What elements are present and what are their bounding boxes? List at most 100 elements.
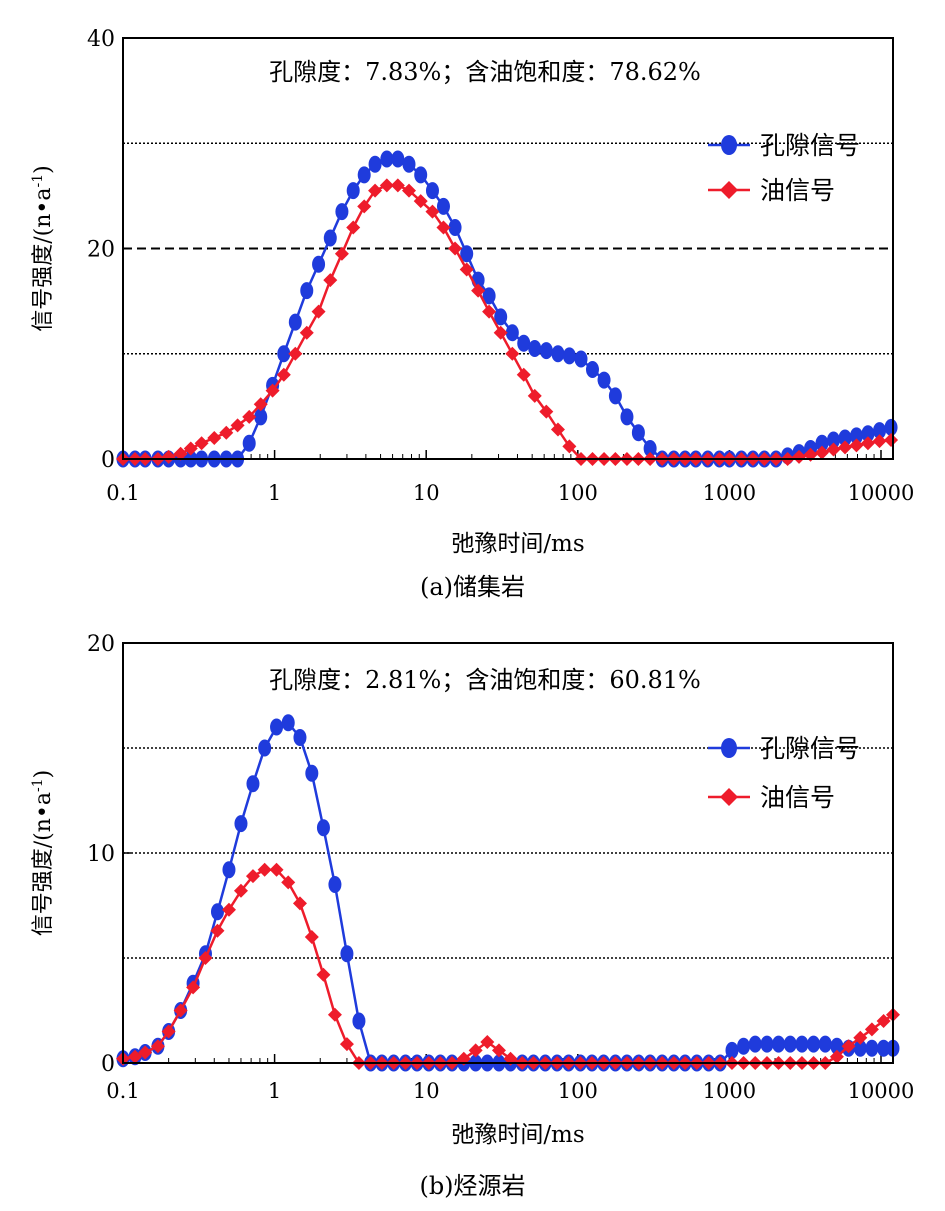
data-point-circle: [853, 1039, 867, 1057]
data-point-circle: [293, 729, 307, 746]
data-point-circle: [574, 350, 588, 368]
data-point-diamond: [186, 980, 201, 995]
data-point-circle: [517, 334, 531, 352]
data-point-diamond: [304, 930, 319, 944]
x-tick-label: 100: [558, 481, 598, 505]
y-axis-label-end: ): [31, 165, 56, 174]
series-line-1: [123, 184, 892, 461]
data-point-circle: [254, 408, 268, 426]
legend-label: 孔隙信号: [760, 131, 860, 160]
y-axis-label-end: ): [31, 770, 56, 779]
data-point-circle: [288, 313, 302, 331]
y-tick-label: 20: [87, 238, 115, 263]
data-point-circle: [305, 764, 319, 782]
data-point-diamond: [884, 433, 899, 448]
data-point-diamond: [276, 367, 291, 382]
y-axis-label-main: 信号强度/(n•a: [31, 187, 56, 331]
data-point-circle: [873, 422, 887, 440]
legend-label: 油信号: [760, 783, 835, 812]
data-point-circle: [597, 371, 611, 389]
data-point-diamond: [299, 325, 314, 340]
x-axis-label: 弛豫时间/ms: [451, 1122, 584, 1148]
data-point-circle: [323, 229, 337, 247]
data-point-circle: [620, 408, 634, 426]
data-point-diamond: [471, 283, 486, 298]
data-point-diamond: [253, 397, 268, 412]
data-point-diamond: [413, 194, 428, 209]
data-point-circle: [482, 287, 496, 305]
data-point-diamond: [161, 1024, 176, 1039]
data-point-circle: [448, 218, 462, 236]
data-point-diamond: [436, 220, 451, 235]
data-point-circle: [460, 245, 474, 263]
legend-item-1: 油信号: [708, 176, 835, 205]
data-point-diamond: [265, 383, 280, 398]
x-tick-label: 100: [558, 1079, 598, 1103]
chart-annotation: 孔隙度：2.81%；含油饱和度：60.81%: [269, 666, 701, 694]
data-point-diamond: [311, 304, 326, 319]
data-point-circle: [402, 155, 416, 173]
data-point-diamond: [327, 1007, 342, 1022]
data-point-diamond: [207, 430, 222, 445]
y-tick-label: 10: [87, 842, 115, 867]
legend-item-1: 油信号: [708, 783, 835, 812]
x-tick-label: 10: [413, 481, 440, 505]
chart-b-source-rock: 0 10 20 0.1 1 10 100 1000 10000 孔隙度：2.81%；含油饱和度：6…: [30, 632, 914, 1148]
x-tick-label: 10000: [848, 481, 915, 505]
data-point-diamond: [357, 199, 372, 214]
data-point-circle: [849, 427, 863, 445]
data-point-circle: [335, 203, 349, 221]
data-point-diamond: [491, 1043, 506, 1058]
data-point-diamond: [334, 246, 349, 261]
data-point-circle: [270, 718, 284, 736]
data-point-diamond: [221, 902, 236, 917]
data-point-circle: [505, 324, 519, 342]
data-point-circle: [436, 197, 450, 215]
data-point-circle: [357, 166, 371, 184]
y-axis-label-sup: -1: [30, 174, 46, 188]
data-point-diamond: [864, 1022, 879, 1037]
data-point-circle: [368, 155, 382, 173]
data-point-circle: [760, 1035, 774, 1053]
data-point-circle: [877, 1039, 891, 1057]
data-point-diamond: [539, 404, 554, 419]
data-point-diamond: [860, 436, 875, 451]
data-point-circle: [316, 819, 330, 837]
data-point-diamond: [323, 273, 338, 288]
data-point-diamond: [849, 438, 864, 453]
plot-frame: [122, 37, 894, 460]
data-point-diamond: [198, 951, 213, 965]
data-point-circle: [425, 182, 439, 200]
data-point-circle: [795, 1035, 809, 1053]
data-point-circle: [222, 861, 236, 879]
data-point-circle: [346, 182, 360, 200]
data-point-circle: [391, 150, 405, 168]
y-tick-label: 20: [87, 632, 115, 657]
y-axis-label: 信号强度/(n•a-1): [30, 770, 56, 937]
y-tick-label: 0: [101, 448, 115, 473]
data-point-diamond: [516, 367, 531, 382]
legend-marker-diamond: [720, 181, 738, 199]
data-point-diamond: [183, 441, 198, 456]
data-point-circle: [210, 903, 224, 921]
data-point-circle: [246, 775, 260, 793]
data-point-circle: [861, 425, 875, 443]
data-point-diamond: [138, 1045, 153, 1060]
data-point-diamond: [161, 449, 176, 464]
data-point-diamond: [838, 440, 853, 455]
data-point-diamond: [173, 1003, 188, 1018]
y-axis-label-sup: -1: [30, 778, 46, 792]
data-point-circle: [528, 339, 542, 357]
data-point-circle: [830, 1037, 844, 1055]
data-point-diamond: [150, 1039, 165, 1054]
data-point-diamond: [128, 1049, 143, 1064]
data-point-circle: [281, 714, 295, 732]
data-point-circle: [815, 434, 829, 452]
data-point-diamond: [448, 241, 463, 256]
data-point-circle: [826, 431, 840, 449]
data-point-circle: [884, 418, 898, 436]
data-point-diamond: [288, 346, 303, 361]
data-point-diamond: [194, 436, 209, 451]
